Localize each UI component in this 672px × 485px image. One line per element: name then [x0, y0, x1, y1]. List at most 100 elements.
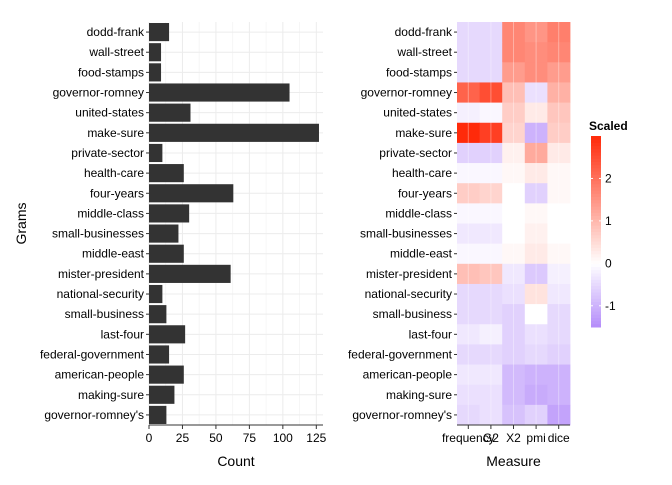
- colorbar-segment: [591, 142, 601, 147]
- bar-plot-background: [149, 22, 323, 425]
- heat-cell-last-four-pmi: [524, 324, 548, 345]
- bar-chart-panel: dodd-frank wall-street food-stamps governor…: [13, 22, 327, 469]
- bar-united-states: [149, 103, 191, 122]
- bar-middle-class: [149, 204, 190, 223]
- colorbar-segment: [591, 151, 601, 156]
- colorbar-segment: [591, 244, 601, 248]
- colorbar-segment: [591, 209, 601, 213]
- bar-y-tick-label: four-years: [90, 186, 144, 200]
- colorbar-segment: [591, 158, 601, 162]
- heat-cell-american-people-frequency: [457, 364, 480, 386]
- heat-cell-food-stamps-X2: [502, 62, 526, 83]
- bar-x-tick-label: 25: [176, 431, 190, 445]
- colorbar-segment: [591, 174, 601, 178]
- heat-y-tick-label: governor-romney: [361, 86, 452, 100]
- bar-small-business: [149, 305, 167, 324]
- heat-cell-small-businesses-G2: [479, 223, 503, 245]
- bar-make-sure: [149, 123, 319, 142]
- bar-food-stamps: [149, 63, 162, 82]
- colorbar-segment: [591, 250, 601, 255]
- colorbar-segment: [591, 148, 601, 153]
- bar-y-tick-label: small-businesses: [52, 227, 144, 241]
- bar-four-years: [149, 184, 234, 203]
- colorbar-segment: [591, 256, 601, 261]
- heat-cell-united-states-G2: [479, 102, 503, 124]
- colorbar-segment: [591, 190, 601, 194]
- heat-cell-four-years-G2: [479, 183, 503, 204]
- colorbar-tick-label: -1: [605, 299, 616, 313]
- colorbar-segment: [591, 139, 601, 143]
- bar-y-tick-label: dodd-frank: [87, 25, 145, 39]
- bar-american-people: [149, 365, 184, 384]
- heat-cell-small-business-dice: [547, 304, 571, 325]
- colorbar-segment: [591, 295, 601, 299]
- heat-cell-governor-romney-frequency: [457, 82, 480, 103]
- heat-cell-mister-president-X2: [502, 263, 526, 285]
- heat-cell-united-states-frequency: [457, 102, 480, 124]
- bar-middle-east: [149, 244, 184, 263]
- colorbar-segment: [591, 161, 601, 166]
- bar-small-businesses: [149, 224, 179, 243]
- heat-cell-health-care-X2: [502, 163, 526, 184]
- colorbar-segment: [591, 167, 601, 172]
- heat-cell-make-sure-dice: [547, 122, 571, 144]
- heat-cell-food-stamps-frequency: [457, 62, 480, 83]
- colorbar-legend: Scaled -1 0 1 2: [589, 119, 628, 328]
- heat-cell-private-sector-frequency: [457, 142, 480, 164]
- heat-cell-make-sure-G2: [479, 122, 503, 144]
- colorbar-segment: [591, 291, 601, 296]
- colorbar-segment: [591, 269, 601, 274]
- heat-cell-middle-east-pmi: [524, 243, 548, 265]
- colorbar-tick-label: 1: [605, 214, 612, 228]
- heat-cell-governor-romney-G2: [479, 82, 503, 103]
- heat-cell-small-businesses-frequency: [457, 223, 480, 245]
- heat-cell-health-care-frequency: [457, 163, 480, 184]
- heat-y-tick-label: middle-class: [385, 206, 452, 220]
- heat-cell-wall-street-frequency: [457, 42, 480, 63]
- colorbar-tick-label: 0: [605, 256, 612, 270]
- colorbar-segment: [591, 221, 601, 226]
- bar-y-axis-title: Grams: [13, 203, 29, 245]
- heat-y-tick-label: american-people: [363, 368, 453, 382]
- heat-y-tick-label: national-security: [365, 287, 452, 301]
- bar-y-tick-label: private-sector: [71, 146, 144, 160]
- colorbar-segment: [591, 276, 601, 280]
- bar-x-tick-label: 125: [306, 431, 326, 445]
- heat-cell-food-stamps-pmi: [524, 62, 548, 83]
- colorbar-segment: [591, 311, 601, 315]
- heat-cell-middle-class-frequency: [457, 203, 480, 224]
- heat-cell-four-years-X2: [502, 183, 526, 204]
- colorbar-segment: [591, 231, 601, 236]
- colorbar-segment: [591, 206, 601, 210]
- colorbar-segment: [591, 183, 601, 188]
- heat-cell-american-people-X2: [502, 364, 526, 386]
- heat-y-tick-label: governor-romney's: [352, 408, 452, 422]
- heat-cell-national-security-X2: [502, 283, 526, 305]
- heat-cell-making-sure-dice: [547, 384, 571, 406]
- colorbar-segment: [591, 323, 601, 328]
- heat-cell-making-sure-frequency: [457, 384, 480, 406]
- heat-cell-american-people-dice: [547, 364, 571, 386]
- bar-x-axis-title: Count: [217, 453, 254, 469]
- bar-y-tick-label: making-sure: [78, 388, 144, 402]
- bar-private-sector: [149, 143, 163, 163]
- heat-cell-small-business-pmi: [524, 304, 548, 325]
- heat-cell-private-sector-pmi: [524, 142, 548, 164]
- bar-y-tick-label: wall-street: [88, 45, 144, 59]
- colorbar-segment: [591, 145, 601, 150]
- bar-last-four: [149, 325, 186, 344]
- heat-cell-small-business-X2: [502, 304, 526, 325]
- bar-x-tick-label: 75: [243, 431, 257, 445]
- heat-cell-food-stamps-dice: [547, 62, 571, 83]
- bar-y-tick-label: american-people: [55, 368, 145, 382]
- heatmap-panel: dodd-frank wall-street food-stamps governor…: [348, 22, 571, 469]
- heat-cell-governor-romney's-dice: [547, 404, 571, 426]
- bar-y-tick-label: national-security: [57, 287, 144, 301]
- heat-y-tick-label: private-sector: [379, 146, 452, 160]
- heat-cell-four-years-frequency: [457, 183, 480, 204]
- heat-cell-dodd-frank-pmi: [524, 22, 548, 43]
- heat-y-tick-label: small-businesses: [360, 227, 452, 241]
- heat-x-tick-label: frequency: [442, 431, 495, 445]
